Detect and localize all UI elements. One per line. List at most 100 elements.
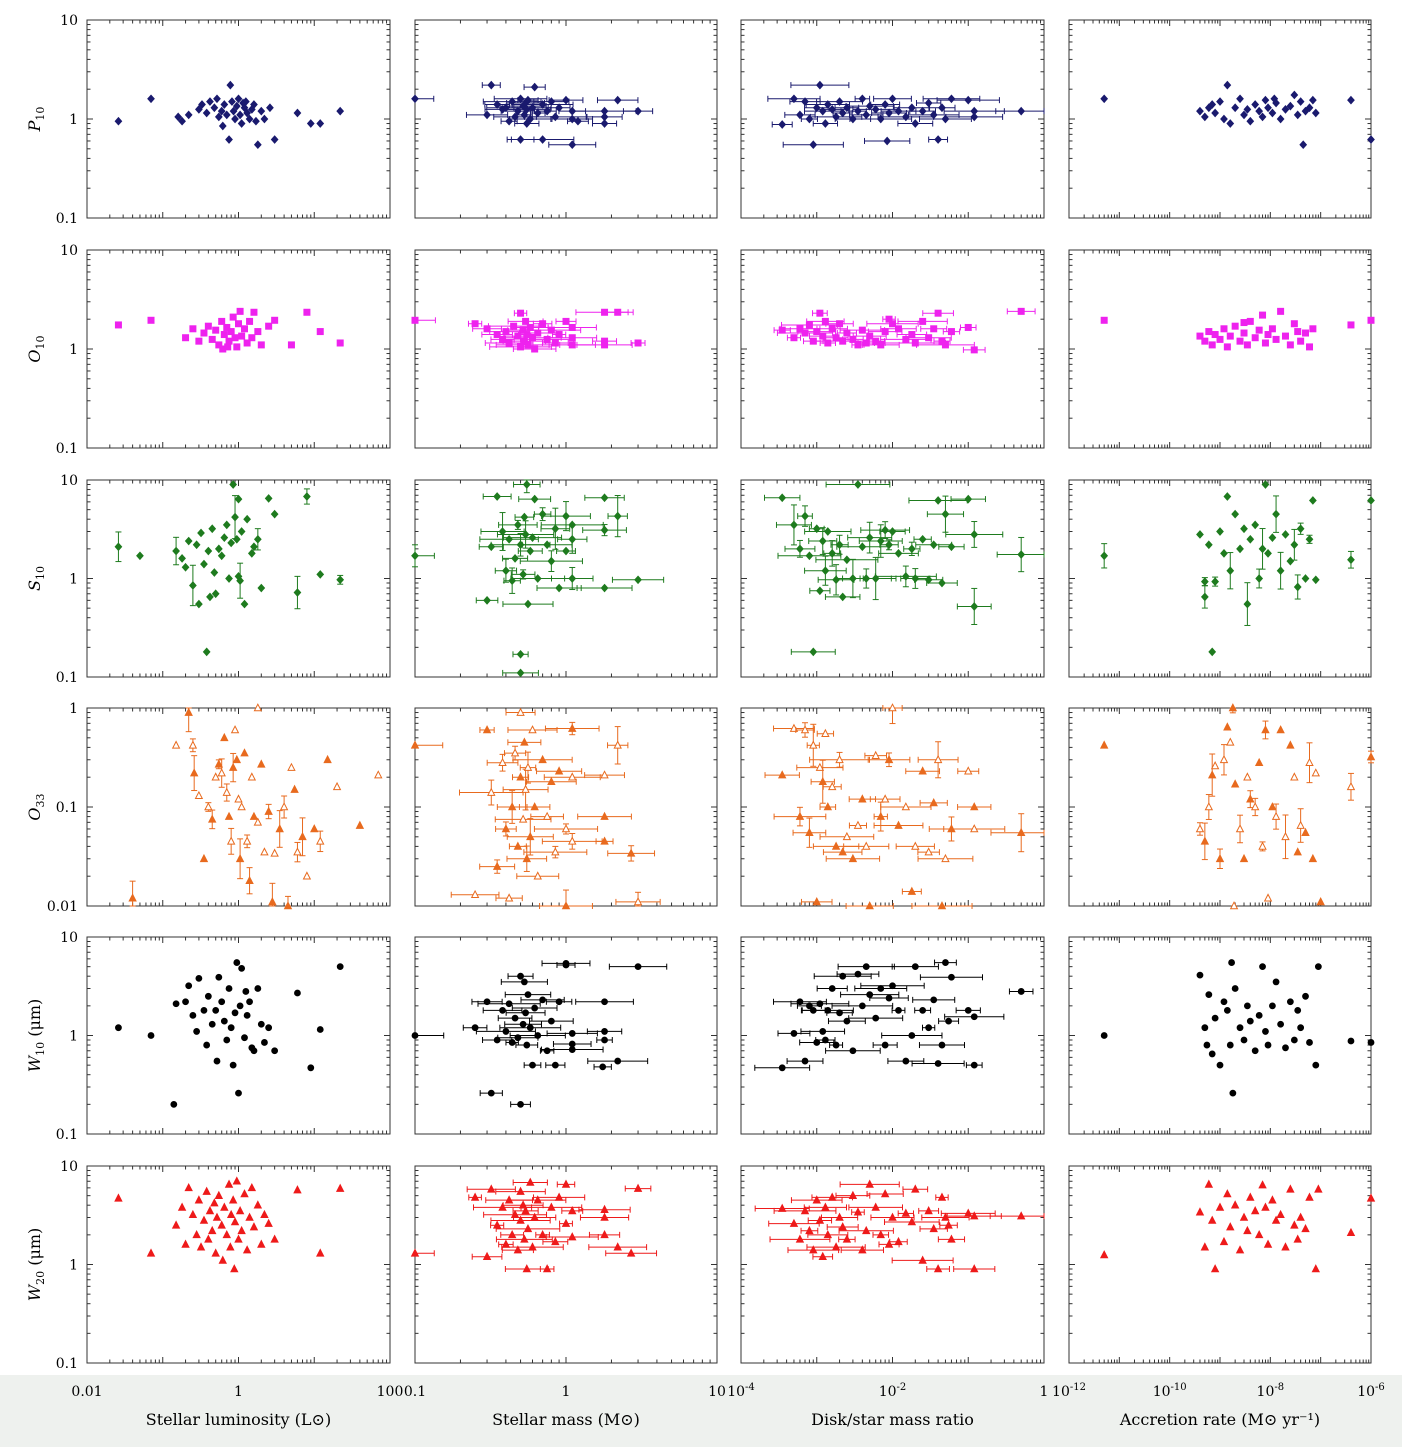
data-point [1240,1036,1248,1044]
data-point [229,1061,237,1069]
data-point [531,345,539,353]
data-point [554,766,564,775]
data-point [530,802,539,811]
data-point [531,1004,539,1012]
y-tick-label: 0.1 [56,211,78,227]
y-tick-label: 1 [69,1258,78,1274]
data-point [240,325,248,333]
data-point [249,1222,259,1231]
data-point [136,551,144,561]
data-point [316,836,325,845]
data-point [184,536,193,546]
data-point [270,509,279,519]
data-point [930,325,938,333]
data-point [521,1206,530,1215]
data-point [790,94,798,104]
data-point [264,1218,273,1227]
data-point [204,322,212,330]
data-point [336,106,345,116]
data-point [947,328,955,336]
data-point [530,82,539,92]
data-point [239,98,247,108]
data-point [1204,540,1213,550]
data-point [211,772,220,781]
panel-W20-lum [86,1165,391,1364]
data-point [1367,1039,1375,1046]
data-point [533,1195,542,1204]
data-point [222,787,231,796]
data-point [310,824,319,833]
data-point [970,602,979,611]
data-point [562,961,570,969]
data-point [240,748,249,757]
data-point [562,317,570,325]
data-point [838,847,847,856]
data-point [795,811,805,820]
data-point [1016,827,1026,837]
data-point [293,108,302,118]
data-point [499,335,507,343]
data-point [335,1183,345,1192]
data-point [568,341,576,349]
data-point [1251,1047,1259,1055]
data-point [218,317,226,325]
data-point [1220,549,1228,558]
data-point [522,317,530,325]
data-point [257,106,266,116]
data-point [147,316,155,324]
data-point [1243,341,1251,349]
data-point [542,1264,552,1273]
data-point [248,334,256,342]
data-point [502,328,510,336]
data-point [600,583,609,593]
data-point [193,1028,201,1035]
data-point [901,802,911,811]
data-point [600,811,609,820]
data-point [911,339,919,347]
data-point [911,963,919,971]
data-point [1311,108,1320,118]
data-point [236,110,244,120]
data-point [1276,114,1285,124]
data-point [561,1179,571,1188]
data-point [862,841,871,850]
data-point [257,341,265,349]
data-point [307,1064,315,1072]
data-point [1290,320,1298,328]
data-point [534,329,542,337]
data-point [894,325,902,333]
panel-S10-lum [86,479,391,678]
data-point [234,794,243,803]
data-point [634,963,642,971]
data-point [246,998,253,1006]
data-point [229,106,238,116]
data-point [1311,768,1321,777]
data-point [298,831,307,841]
data-point [551,847,560,856]
data-point [970,346,978,354]
row-label-W10: W10 (μm) [25,999,47,1073]
data-point [821,566,830,576]
panel-frame [414,249,718,449]
data-point [911,841,920,850]
panel-frame [414,707,718,907]
data-point [835,754,844,764]
data-point [223,1036,231,1044]
data-point [264,494,273,503]
data-point [205,1206,215,1215]
panel-O10-ratio [740,249,1045,449]
data-point [908,331,916,339]
data-point [838,592,847,602]
data-point [215,973,223,981]
data-point [1219,754,1229,764]
data-point [224,811,234,820]
data-point [214,544,223,554]
data-point [601,308,609,316]
data-point [482,725,492,734]
data-point [1223,80,1232,90]
data-point [528,533,537,542]
data-point [816,309,824,317]
data-point [574,116,582,126]
data-point [206,97,214,106]
data-point [240,1189,249,1198]
